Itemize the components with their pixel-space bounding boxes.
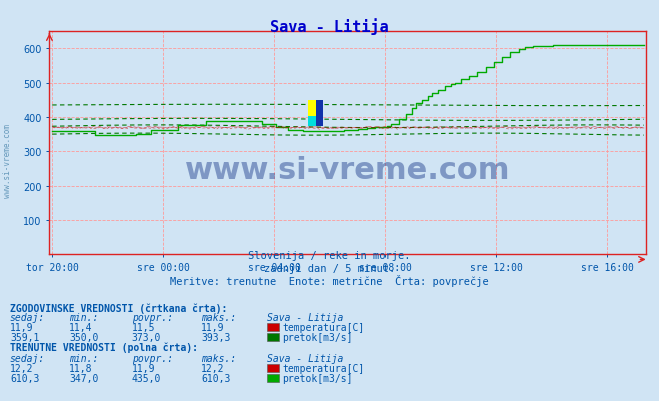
Text: 393,3: 393,3: [201, 332, 231, 342]
Text: 373,0: 373,0: [132, 332, 161, 342]
Text: 11,9: 11,9: [201, 323, 225, 332]
Text: temperatura[C]: temperatura[C]: [282, 323, 364, 332]
Text: min.:: min.:: [69, 313, 99, 322]
Text: 610,3: 610,3: [201, 373, 231, 383]
Text: maks.:: maks.:: [201, 313, 236, 322]
Text: Slovenija / reke in morje.: Slovenija / reke in morje.: [248, 251, 411, 261]
Text: 11,9: 11,9: [132, 363, 156, 373]
Text: 610,3: 610,3: [10, 373, 40, 383]
Text: 350,0: 350,0: [69, 332, 99, 342]
Text: www.si-vreme.com: www.si-vreme.com: [3, 124, 13, 197]
Text: povpr.:: povpr.:: [132, 313, 173, 322]
Text: ZGODOVINSKE VREDNOSTI (črtkana črta):: ZGODOVINSKE VREDNOSTI (črtkana črta):: [10, 303, 227, 313]
Text: zadnji dan / 5 minut.: zadnji dan / 5 minut.: [264, 263, 395, 273]
Text: sedaj:: sedaj:: [10, 313, 45, 322]
Text: pretok[m3/s]: pretok[m3/s]: [282, 332, 353, 342]
Text: 359,1: 359,1: [10, 332, 40, 342]
Text: 12,2: 12,2: [10, 363, 34, 373]
Text: temperatura[C]: temperatura[C]: [282, 363, 364, 373]
Text: Sava - Litija: Sava - Litija: [267, 353, 343, 363]
Text: 11,5: 11,5: [132, 323, 156, 332]
Text: Meritve: trenutne  Enote: metrične  Črta: povprečje: Meritve: trenutne Enote: metrične Črta: …: [170, 274, 489, 286]
Text: min.:: min.:: [69, 353, 99, 363]
Text: 435,0: 435,0: [132, 373, 161, 383]
Text: Sava - Litija: Sava - Litija: [267, 313, 343, 322]
Text: maks.:: maks.:: [201, 353, 236, 363]
Text: 11,8: 11,8: [69, 363, 93, 373]
Text: 11,4: 11,4: [69, 323, 93, 332]
Text: pretok[m3/s]: pretok[m3/s]: [282, 373, 353, 383]
Text: 347,0: 347,0: [69, 373, 99, 383]
Text: 12,2: 12,2: [201, 363, 225, 373]
Text: 11,9: 11,9: [10, 323, 34, 332]
Text: sedaj:: sedaj:: [10, 353, 45, 363]
Text: Sava - Litija: Sava - Litija: [270, 18, 389, 35]
Text: povpr.:: povpr.:: [132, 353, 173, 363]
Text: TRENUTNE VREDNOSTI (polna črta):: TRENUTNE VREDNOSTI (polna črta):: [10, 342, 198, 352]
Text: www.si-vreme.com: www.si-vreme.com: [185, 156, 510, 184]
